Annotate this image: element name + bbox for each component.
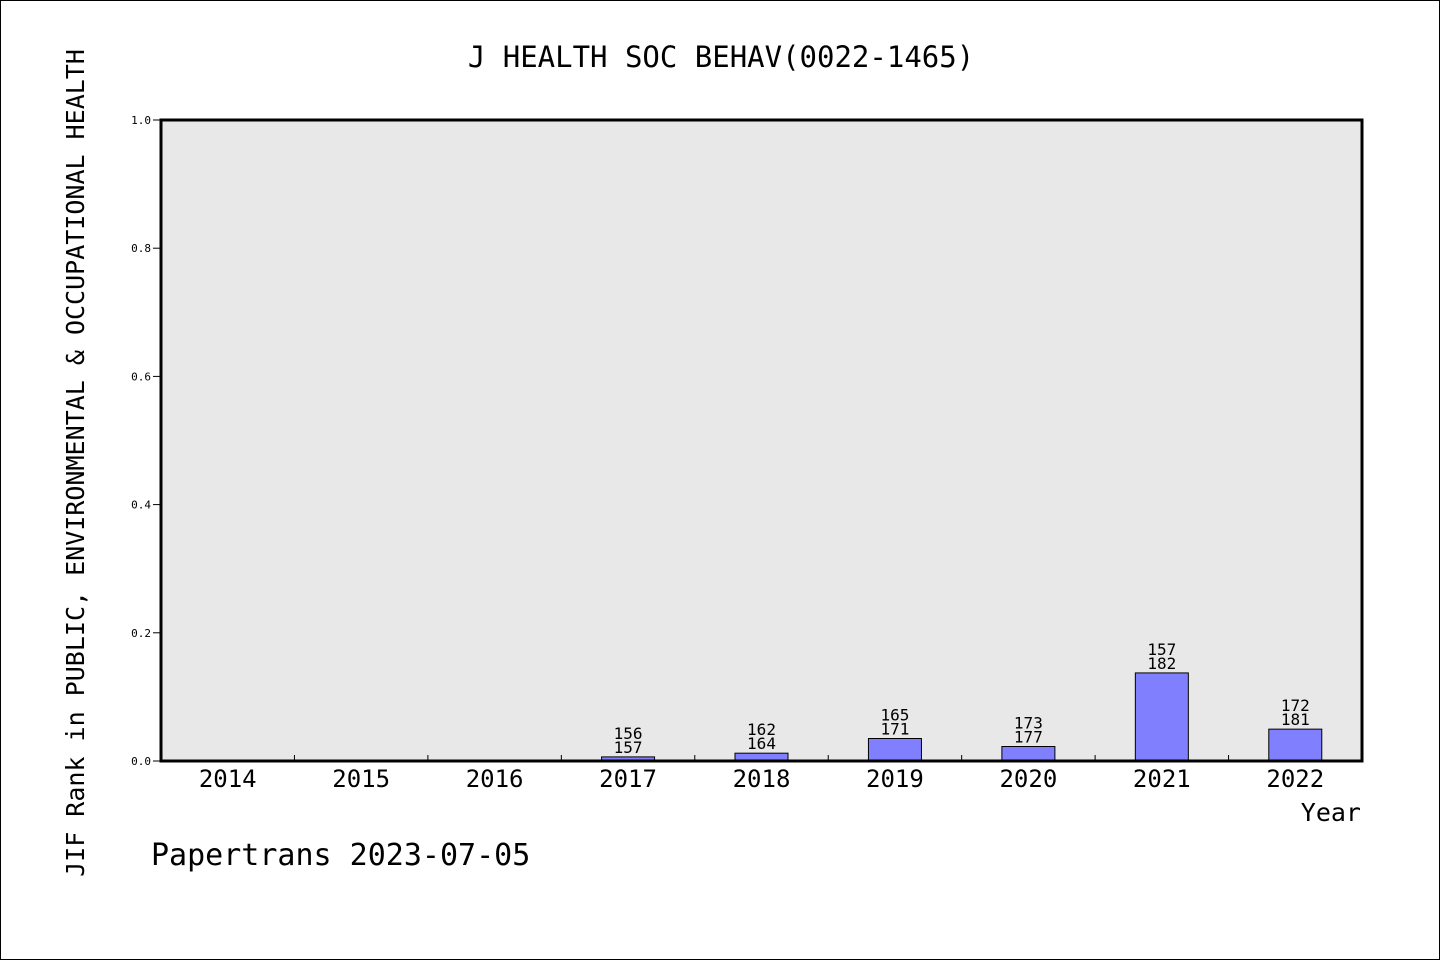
data-label-total: 157 [614, 738, 643, 757]
axis-ticks-group: 0.0 0.2 0.4 0.6 0.8 1.0 2014 2015 2016 2017 2018 20… [131, 114, 1324, 793]
x-tick-label: 2021 [1133, 765, 1191, 793]
data-label-rank: 172 [1281, 696, 1310, 715]
data-label-rank: 156 [614, 724, 643, 743]
plot-area [161, 120, 1362, 761]
bar-2020 [1001, 746, 1056, 762]
x-tick-label: 2018 [733, 765, 791, 793]
x-tick-label: 2015 [332, 765, 390, 793]
y-tick-label: 0.8 [131, 242, 151, 255]
y-tick-label: 0.2 [131, 627, 151, 640]
y-tick-label: 0.4 [131, 499, 151, 512]
data-label-total: 181 [1281, 710, 1310, 729]
x-tick-label: 2017 [599, 765, 657, 793]
footer-text: Papertrans 2023-07-05 [151, 838, 530, 873]
data-label-total: 164 [747, 734, 776, 753]
bar-2021 [1134, 672, 1189, 762]
y-axis-label: JIF Rank in PUBLIC, ENVIRONMENTAL & OCCU… [61, 49, 90, 877]
x-tick-label: 2022 [1266, 765, 1324, 793]
y-tick-label: 0.0 [131, 755, 151, 768]
data-label-total: 171 [880, 720, 909, 739]
bar-2022 [1268, 728, 1323, 762]
x-tick-label: 2016 [466, 765, 524, 793]
x-axis-label: Year [1301, 798, 1361, 827]
data-label-rank: 165 [880, 706, 909, 725]
plot-border [159, 118, 1364, 763]
x-tick-label: 2014 [199, 765, 257, 793]
data-label-rank: 157 [1147, 640, 1176, 659]
x-tick-label: 2019 [866, 765, 924, 793]
chart-title: J HEALTH SOC BEHAV(0022-1465) [468, 40, 974, 74]
data-label-total: 177 [1014, 728, 1043, 747]
data-label-rank: 162 [747, 720, 776, 739]
y-tick-label: 1.0 [131, 114, 151, 127]
data-label-total: 182 [1147, 654, 1176, 673]
bar-2019 [867, 738, 922, 762]
data-label-rank: 173 [1014, 714, 1043, 733]
x-tick-label: 2020 [999, 765, 1057, 793]
y-tick-label: 0.6 [131, 370, 151, 383]
